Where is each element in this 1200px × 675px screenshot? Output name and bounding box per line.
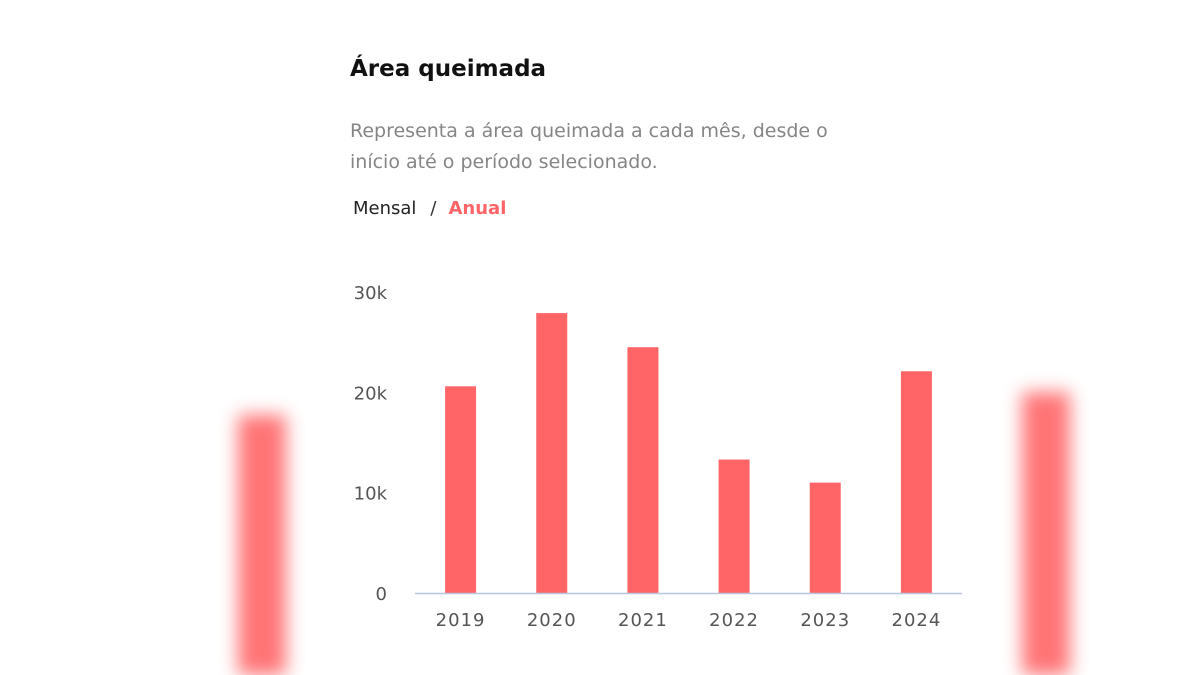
bars: [445, 313, 932, 593]
bar-2021[interactable]: [627, 347, 659, 593]
y-tick-label: 30k: [354, 283, 388, 304]
card-description: Representa a área queimada a cada mês, d…: [350, 120, 828, 173]
x-axis-ticks: 2019 2020 2021 2022 2023 2024: [436, 610, 942, 631]
burned-area-card: Área queimada Representa a área queimada…: [307, 8, 1000, 675]
toggle-separator: /: [430, 198, 437, 219]
bar-2022[interactable]: [718, 459, 750, 593]
x-tick-label: 2024: [892, 610, 942, 631]
toggle-annual[interactable]: Anual: [448, 198, 507, 219]
x-tick-label: 2023: [800, 610, 850, 631]
x-tick-label: 2021: [618, 610, 668, 631]
bar-chart: 0 10k 20k 30k 2019 2020 2021 2022 2023 2024: [354, 283, 962, 631]
bar-2023[interactable]: [809, 482, 841, 593]
card-title: Área queimada: [350, 56, 547, 82]
x-tick-label: 2020: [527, 610, 577, 631]
background-bar: [238, 415, 286, 675]
bar-2020[interactable]: [536, 313, 568, 593]
x-tick-label: 2019: [436, 610, 486, 631]
y-tick-label: 20k: [354, 383, 388, 404]
y-tick-label: 10k: [354, 484, 388, 505]
background-bar: [1022, 392, 1070, 675]
y-axis-ticks: 0 10k 20k 30k: [354, 283, 388, 605]
period-toggle: Mensal / Anual: [353, 198, 506, 219]
y-tick-label: 0: [376, 584, 387, 605]
x-tick-label: 2022: [709, 610, 759, 631]
bar-2024[interactable]: [900, 371, 932, 593]
bar-2019[interactable]: [445, 386, 477, 593]
toggle-monthly[interactable]: Mensal: [353, 198, 417, 219]
